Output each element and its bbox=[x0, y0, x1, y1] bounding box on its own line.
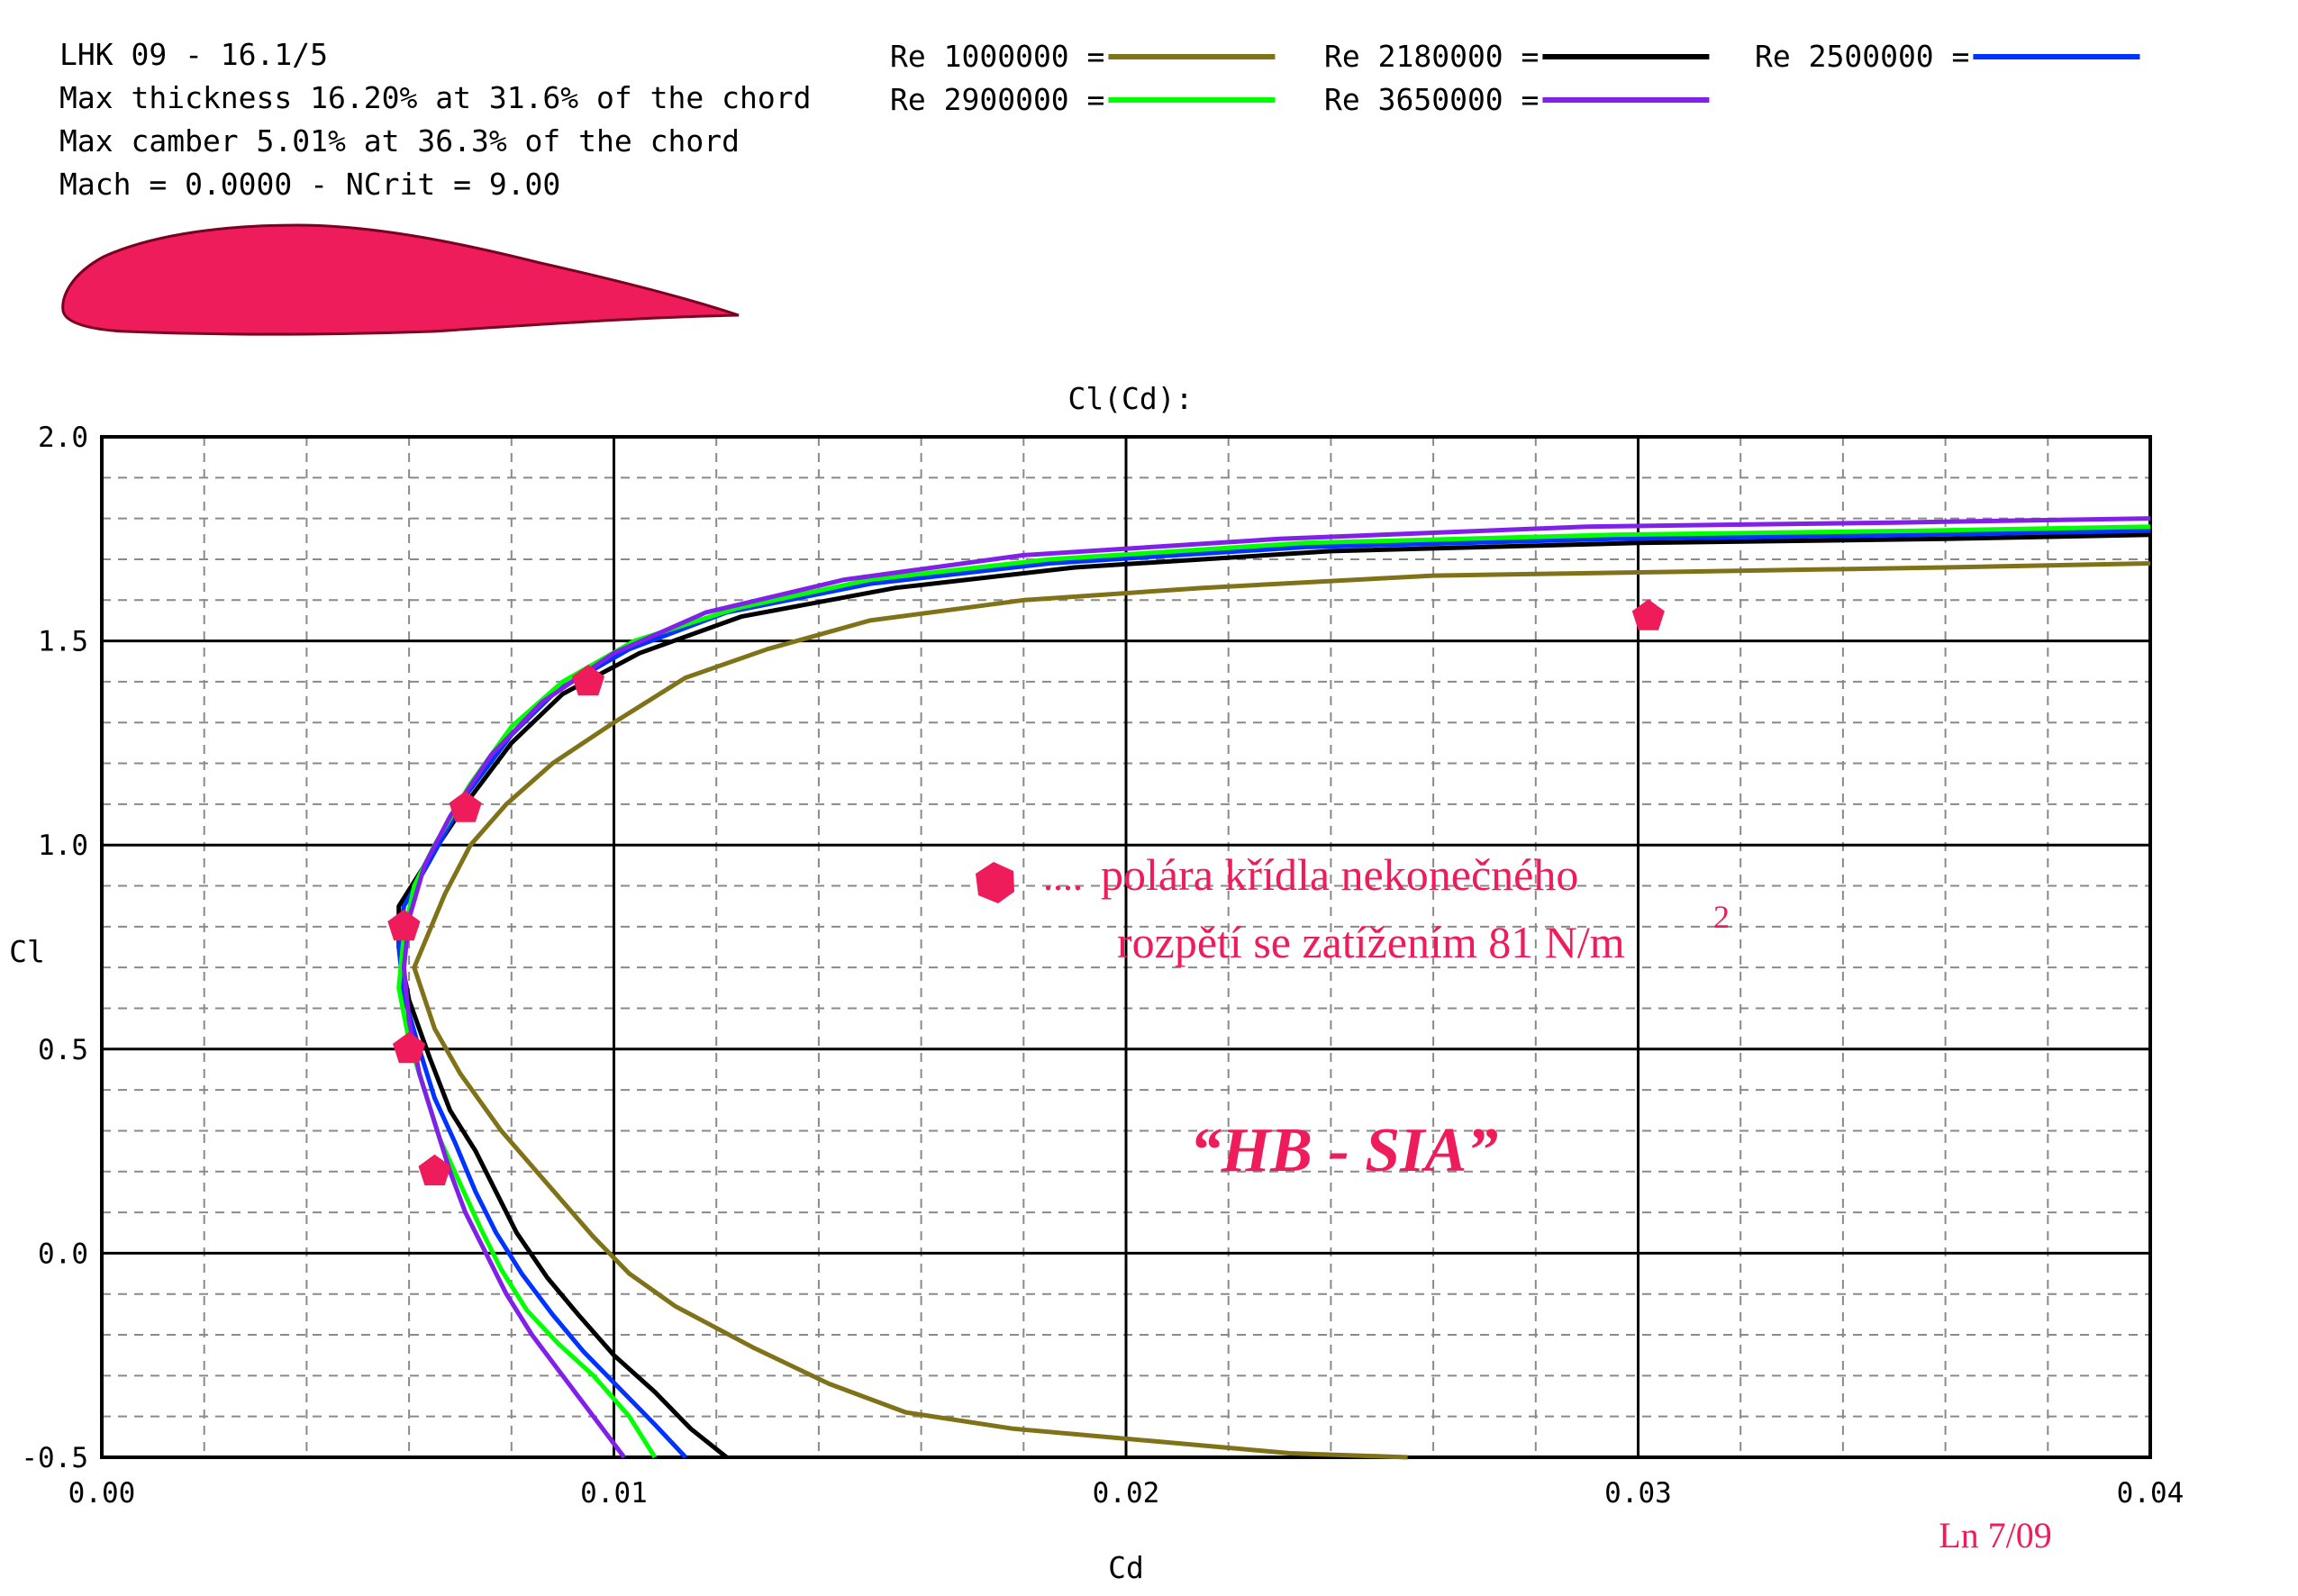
marker-legend-line1: polára křídla nekonečného bbox=[1101, 849, 1578, 900]
chart-title: Cl(Cd): bbox=[1067, 381, 1193, 416]
marker-legend-line2: rozpětí se zatížením 81 N/m bbox=[1117, 917, 1625, 967]
marker-layer bbox=[387, 599, 1665, 1186]
y-tick-label: 1.0 bbox=[38, 830, 88, 862]
y-tick-label: 0.5 bbox=[38, 1034, 88, 1066]
y-axis-label: Cl bbox=[9, 934, 45, 969]
x-tick-label: 0.01 bbox=[580, 1477, 648, 1510]
airfoil-shape bbox=[61, 223, 740, 336]
series-line bbox=[396, 528, 2151, 1459]
y-tick-label: 1.5 bbox=[38, 626, 88, 658]
data-marker bbox=[449, 791, 482, 822]
plot-frame bbox=[100, 435, 2152, 1459]
axis-ticks: 0.00 0.01 0.02 0.03 0.04 2.0 1.5 1.0 0.5 0.0 -0.5 bbox=[21, 422, 2184, 1510]
camber-info: Max camber 5.01% at 36.3% of the chord bbox=[59, 123, 740, 159]
signature: Ln 7/09 bbox=[1939, 1515, 2052, 1555]
x-axis-label: Cd bbox=[1108, 1550, 1144, 1585]
marker-legend-superscript: 2 bbox=[1713, 899, 1730, 935]
legend-label: Re 2180000 = bbox=[1324, 39, 1539, 74]
marker-legend-dots: .... bbox=[1043, 855, 1083, 899]
y-tick-label: 2.0 bbox=[38, 422, 88, 454]
marker-legend: .... polára křídla nekonečného rozpětí s… bbox=[976, 849, 1730, 967]
series-layer bbox=[396, 516, 2151, 1460]
name-label: “HB - SIA” bbox=[1190, 1116, 1498, 1185]
x-tick-label: 0.04 bbox=[2117, 1477, 2184, 1510]
data-marker bbox=[393, 1031, 426, 1064]
grid bbox=[100, 435, 2152, 1459]
legend-label: Re 2500000 = bbox=[1755, 39, 1969, 74]
x-tick-label: 0.03 bbox=[1604, 1477, 1672, 1510]
y-tick-label: -0.5 bbox=[21, 1442, 88, 1474]
thickness-info: Max thickness 16.20% at 31.6% of the cho… bbox=[59, 80, 811, 115]
data-marker bbox=[1631, 599, 1665, 630]
legend-label: Re 1000000 = bbox=[890, 39, 1104, 74]
legend-label: Re 2900000 = bbox=[890, 82, 1104, 117]
marker-legend-symbol bbox=[976, 862, 1014, 903]
x-tick-label: 0.02 bbox=[1093, 1477, 1160, 1510]
legend-label: Re 3650000 = bbox=[1324, 82, 1539, 117]
data-marker bbox=[418, 1154, 451, 1186]
series-line bbox=[396, 524, 2151, 1459]
series-line bbox=[401, 516, 2151, 1459]
series-line bbox=[412, 561, 2151, 1460]
mach-ncrit-info: Mach = 0.0000 - NCrit = 9.00 bbox=[59, 167, 560, 202]
legend: Re 1000000 = Re 2180000 = Re 2500000 = Re 2… bbox=[890, 39, 2140, 117]
x-tick-label: 0.00 bbox=[68, 1477, 136, 1510]
data-marker bbox=[387, 909, 421, 941]
y-tick-label: 0.0 bbox=[38, 1238, 88, 1270]
airfoil-name: LHK 09 - 16.1/5 bbox=[59, 37, 328, 72]
data-marker bbox=[572, 664, 605, 696]
series-line bbox=[396, 532, 2151, 1459]
